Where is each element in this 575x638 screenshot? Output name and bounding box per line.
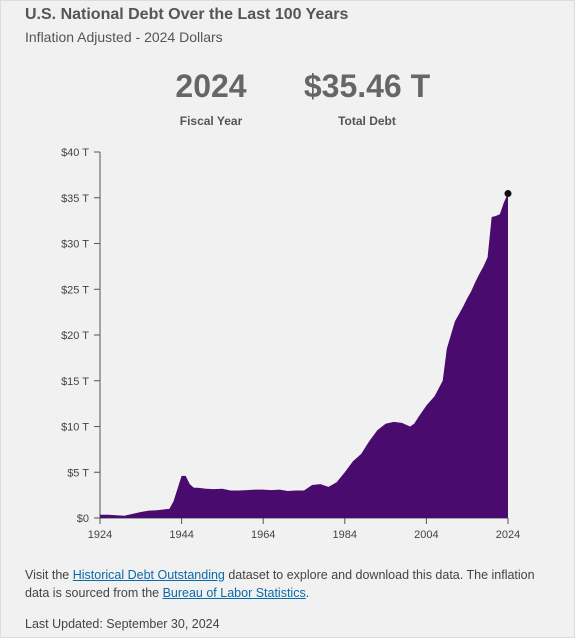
footer-text-1: Visit the bbox=[25, 568, 73, 582]
chart-subtitle: Inflation Adjusted - 2024 Dollars bbox=[25, 29, 223, 45]
data-point bbox=[408, 425, 412, 429]
y-tick-label: $0 bbox=[77, 513, 89, 525]
data-point bbox=[220, 487, 224, 491]
data-point bbox=[457, 312, 461, 316]
x-tick-label: 1984 bbox=[333, 529, 357, 541]
total-debt-stat: $35.46 T Total Debt bbox=[297, 70, 437, 128]
data-point bbox=[212, 487, 216, 491]
data-point bbox=[465, 296, 469, 300]
data-point bbox=[367, 439, 371, 443]
data-point bbox=[433, 394, 437, 398]
data-point bbox=[461, 305, 465, 309]
chart-title: U.S. National Debt Over the Last 100 Yea… bbox=[25, 6, 349, 23]
data-point bbox=[490, 215, 494, 219]
data-point bbox=[139, 510, 143, 514]
total-debt-value: $35.46 T bbox=[303, 68, 431, 104]
data-point bbox=[502, 200, 506, 204]
data-point bbox=[343, 470, 347, 474]
data-point bbox=[441, 379, 445, 383]
data-point bbox=[163, 507, 167, 511]
debt-area-series[interactable] bbox=[100, 193, 508, 518]
data-point bbox=[131, 512, 135, 516]
data-point bbox=[486, 255, 490, 259]
data-point bbox=[412, 422, 416, 426]
x-tick-label: 1944 bbox=[169, 529, 193, 541]
historical-debt-outstanding-link[interactable]: Historical Debt Outstanding bbox=[72, 568, 225, 582]
data-point bbox=[351, 459, 355, 463]
fiscal-year-value: 2024 bbox=[175, 68, 247, 104]
data-point bbox=[400, 421, 404, 425]
data-point bbox=[469, 289, 473, 293]
current-year-point[interactable] bbox=[504, 190, 512, 198]
data-point bbox=[416, 415, 420, 419]
y-tick-label: $5 T bbox=[67, 467, 89, 479]
data-point bbox=[98, 513, 102, 517]
data-point bbox=[498, 212, 502, 216]
footer-text-3: . bbox=[305, 586, 310, 600]
data-point bbox=[253, 488, 257, 492]
bureau-of-labor-statistics-link[interactable]: Bureau of Labor Statistics bbox=[162, 586, 306, 600]
data-point bbox=[326, 485, 330, 489]
data-point bbox=[188, 482, 192, 486]
data-point bbox=[192, 486, 196, 490]
data-point bbox=[196, 486, 200, 490]
data-point bbox=[122, 514, 126, 518]
data-point bbox=[375, 428, 379, 432]
data-point bbox=[278, 488, 282, 492]
data-point bbox=[449, 333, 453, 337]
data-point bbox=[176, 487, 180, 491]
data-point bbox=[171, 500, 175, 504]
data-point bbox=[184, 474, 188, 478]
data-point bbox=[204, 487, 208, 491]
data-point bbox=[424, 403, 428, 407]
data-point bbox=[384, 422, 388, 426]
data-point bbox=[494, 214, 498, 218]
data-point bbox=[392, 420, 396, 424]
x-tick-label: 1924 bbox=[88, 529, 112, 541]
y-tick-label: $35 T bbox=[61, 193, 89, 205]
data-point bbox=[147, 509, 151, 513]
data-point bbox=[473, 280, 477, 284]
last-updated: Last Updated: September 30, 2024 bbox=[25, 617, 220, 631]
data-point bbox=[237, 489, 241, 493]
data-point bbox=[453, 319, 457, 323]
data-point bbox=[167, 507, 171, 511]
data-point bbox=[359, 452, 363, 456]
x-tick-label: 1964 bbox=[251, 529, 275, 541]
data-point bbox=[302, 489, 306, 493]
data-point bbox=[286, 489, 290, 493]
fiscal-year-stat: 2024 Fiscal Year bbox=[170, 70, 252, 128]
y-tick-label: $30 T bbox=[61, 239, 89, 251]
data-point bbox=[335, 480, 339, 484]
data-point bbox=[155, 508, 159, 512]
x-tick-label: 2004 bbox=[414, 529, 438, 541]
data-point bbox=[310, 483, 314, 487]
data-point bbox=[482, 264, 486, 268]
y-tick-label: $25 T bbox=[61, 284, 89, 296]
x-axis: 1924 1944 1964 1984 2004 2024 bbox=[88, 517, 520, 541]
total-debt-label: Total Debt bbox=[338, 114, 396, 128]
data-point bbox=[180, 474, 184, 478]
debt-area-chart[interactable]: $0 $5 T $10 T $15 T $20 T $25 T $30 T $35 T $40 … bbox=[0, 130, 575, 550]
data-point bbox=[294, 489, 298, 493]
data-point bbox=[445, 347, 449, 351]
footer-note: Visit the Historical Debt Outstanding da… bbox=[25, 566, 545, 602]
data-point bbox=[114, 513, 118, 517]
data-point bbox=[318, 482, 322, 486]
data-point bbox=[477, 272, 481, 276]
y-tick-label: $40 T bbox=[61, 147, 89, 159]
y-tick-label: $15 T bbox=[61, 376, 89, 388]
data-point bbox=[269, 488, 273, 492]
y-axis: $0 $5 T $10 T $15 T $20 T $25 T $30 T $35 T $40 … bbox=[61, 147, 101, 525]
y-tick-label: $10 T bbox=[61, 422, 89, 434]
footer-text-2: dataset to explore and download this dat… bbox=[25, 568, 535, 600]
x-tick-label: 2024 bbox=[496, 529, 520, 541]
data-point bbox=[261, 488, 265, 492]
data-point bbox=[229, 489, 233, 493]
y-tick-label: $20 T bbox=[61, 330, 89, 342]
fiscal-year-label: Fiscal Year bbox=[179, 114, 243, 128]
data-point bbox=[106, 513, 110, 517]
data-point bbox=[245, 488, 249, 492]
